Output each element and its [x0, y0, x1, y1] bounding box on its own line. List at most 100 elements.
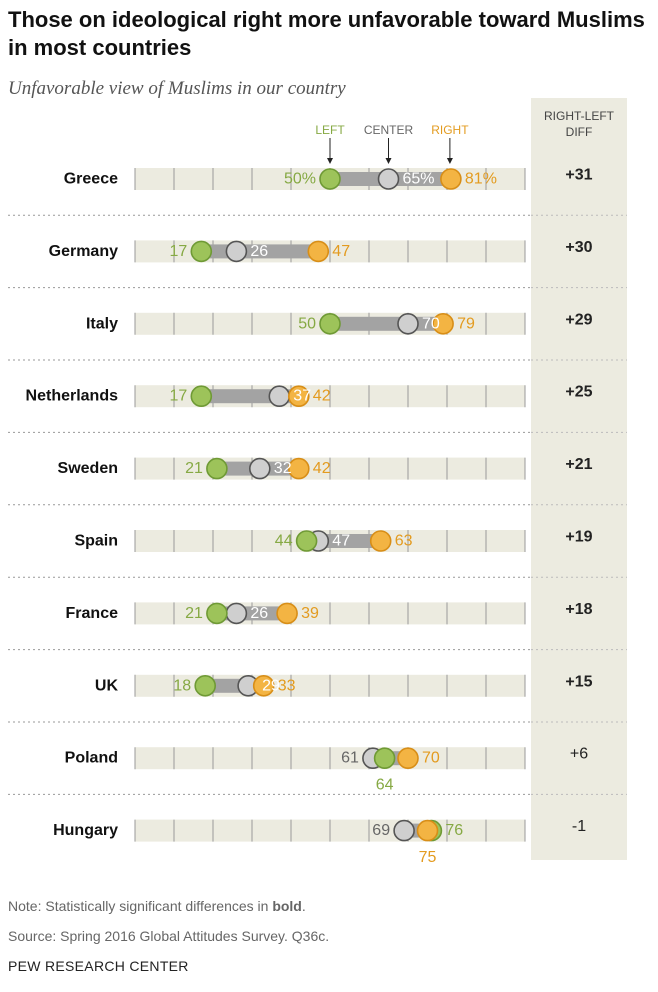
row-sweden	[134, 457, 526, 480]
left-dot	[295, 530, 318, 552]
legend-right: RIGHT	[431, 123, 469, 137]
right-dot	[252, 674, 275, 697]
center-dot	[225, 602, 248, 625]
chart-subtitle: Unfavorable view of Muslims in our count…	[8, 78, 346, 99]
note-suffix: .	[301, 898, 306, 914]
center-dot	[248, 457, 271, 480]
left-dot	[373, 747, 396, 770]
right-dot	[287, 457, 310, 480]
left-dot	[206, 457, 228, 480]
right-dot	[440, 168, 462, 190]
row-spain	[134, 530, 526, 552]
left-dot	[319, 168, 341, 190]
diff-value: -1	[572, 818, 586, 835]
left-value-label: 21	[185, 605, 203, 622]
right-dot	[287, 385, 310, 408]
left-value-label: 17	[170, 243, 188, 260]
left-dot	[194, 674, 216, 697]
country-label: Hungary	[53, 822, 118, 839]
diff-value: +21	[565, 456, 592, 473]
right-dot	[369, 530, 392, 552]
brand-label: PEW RESEARCH CENTER	[8, 958, 189, 974]
row-france	[134, 602, 526, 625]
left-value-label: 64	[376, 777, 394, 794]
center-value-label: 29	[262, 677, 280, 694]
row-poland	[134, 747, 526, 770]
country-label: Poland	[65, 750, 118, 767]
center-dot	[268, 385, 291, 408]
country-label: Germany	[49, 243, 118, 260]
left-dot	[190, 385, 213, 408]
row-germany	[134, 240, 526, 263]
legend-left: LEFT	[315, 123, 345, 137]
center-value-label: 69	[372, 822, 390, 839]
center-value-label: 47	[332, 533, 350, 550]
left-dot	[319, 312, 341, 335]
left-value-label: 17	[170, 388, 188, 405]
right-value-label: 42	[313, 460, 331, 477]
legend-center: CENTER	[364, 123, 414, 137]
right-dot	[307, 240, 330, 263]
country-label: Netherlands	[26, 388, 119, 405]
left-value-label: 21	[185, 460, 203, 477]
diff-value: +15	[565, 673, 592, 690]
right-value-label: 63	[395, 533, 413, 550]
right-dot	[397, 747, 419, 770]
left-value-label: 50	[298, 315, 316, 332]
right-value-label: 81%	[465, 171, 497, 188]
diff-value: +6	[570, 746, 588, 763]
center-value-label: 32	[274, 460, 292, 477]
center-dot	[225, 240, 248, 263]
country-label: Greece	[64, 171, 118, 188]
center-value-label: 61	[341, 750, 359, 767]
diff-value: +19	[565, 529, 592, 546]
row-greece	[134, 168, 526, 190]
right-value-label: 39	[301, 605, 319, 622]
right-value-label: 47	[332, 243, 350, 260]
legend-pointer-arrow	[446, 158, 453, 164]
diff-value: +30	[565, 239, 592, 256]
dot-chart: Greece 50% 81% 65% +31 Germany 17 47 26 +30 Italy 5…	[8, 123, 627, 866]
center-dot	[377, 168, 400, 190]
country-label: UK	[95, 677, 119, 694]
source-text: Source: Spring 2016 Global Attitudes Sur…	[8, 928, 330, 944]
row-netherlands	[134, 385, 526, 408]
center-value-label: 26	[250, 243, 268, 260]
left-value-label: 76	[445, 822, 463, 839]
note-prefix: Note: Statistically significant differen…	[8, 898, 273, 914]
right-dot	[276, 602, 298, 625]
country-label: Italy	[86, 315, 118, 332]
center-value-label: 70	[422, 315, 440, 332]
legend-pointer-arrow	[385, 158, 392, 164]
center-value-label: 26	[250, 605, 268, 622]
center-dot	[397, 312, 419, 335]
right-value-label: 79	[457, 315, 475, 332]
right-dot	[432, 312, 454, 335]
right-dot	[416, 819, 439, 842]
left-value-label: 18	[173, 677, 191, 694]
diff-header: RIGHT-LEFT DIFF	[543, 109, 614, 139]
note-text: Note: Statistically significant differen…	[8, 898, 306, 914]
diff-value: +25	[565, 384, 592, 401]
country-label: France	[66, 605, 119, 622]
row-italy	[134, 312, 526, 335]
center-dot	[393, 819, 415, 842]
country-label: Spain	[74, 533, 118, 550]
diff-value: +31	[565, 167, 592, 184]
left-value-label: 44	[275, 533, 293, 550]
left-dot	[206, 602, 228, 625]
right-value-label: 70	[422, 750, 440, 767]
right-value-label: 33	[278, 677, 296, 694]
right-value-label: 42	[313, 388, 331, 405]
right-value-label: 75	[419, 849, 437, 866]
legend-pointer-arrow	[327, 158, 333, 164]
left-dot	[190, 240, 213, 263]
country-label: Sweden	[58, 460, 118, 477]
diff-value: +29	[565, 311, 592, 328]
diff-panel	[531, 98, 627, 860]
row-hungary	[134, 819, 526, 842]
center-value-label: 65%	[403, 171, 435, 188]
left-value-label: 50%	[284, 171, 316, 188]
center-value-label: 37	[293, 388, 311, 405]
row-uk	[134, 674, 526, 697]
